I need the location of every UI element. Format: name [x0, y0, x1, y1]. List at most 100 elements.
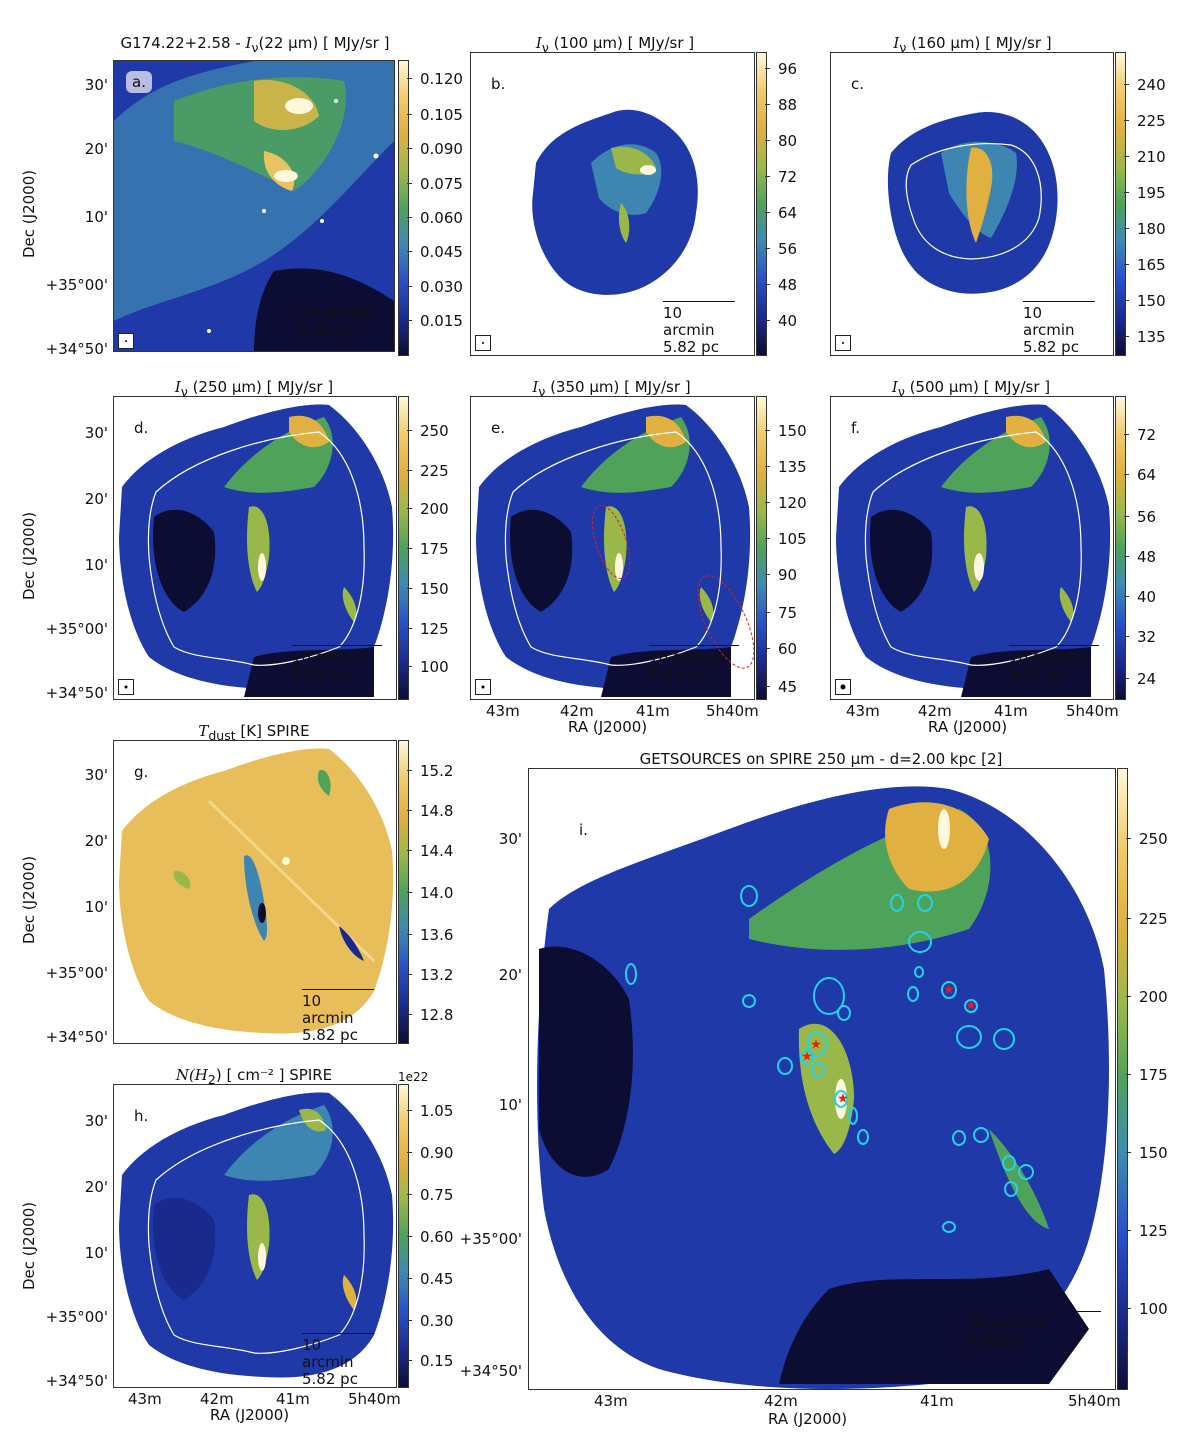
cbar-tick: 64 — [1123, 466, 1157, 484]
dec-tick: +34°50' — [45, 340, 108, 358]
scale-pc: 5.82 pc — [1023, 338, 1079, 356]
source-ellipse — [800, 1049, 814, 1065]
scale-pc: 5.82 pc — [649, 665, 705, 683]
cbar-tick: 64 — [764, 204, 798, 222]
beam-icon — [118, 679, 134, 695]
cbar-tick: 200 — [407, 500, 449, 518]
ra-tick: 42m — [560, 702, 594, 720]
cbar-tick: 0.75 — [406, 1186, 454, 1204]
cbar-tick: 0.45 — [406, 1270, 454, 1288]
source-ellipse — [837, 1005, 851, 1021]
beam-icon — [475, 679, 491, 695]
star-icon: ★ — [801, 1050, 813, 1065]
cbar-tick: 15.2 — [406, 762, 454, 780]
ra-tick: 5h40m — [348, 1390, 401, 1408]
cbar-tick: 150 — [407, 580, 449, 598]
stars-layer: ★★★★★ — [801, 983, 977, 1107]
star-icon: ★ — [810, 1038, 822, 1053]
cbar-tick: 240 — [1124, 76, 1166, 94]
panel-a-title: G174.22+2.58 - Iν(22 μm) [ MJy/sr ] — [120, 34, 390, 55]
scale-pc: 5.82 pc — [663, 338, 719, 356]
cbar-tick: 60 — [764, 640, 798, 658]
scale-pc: 5.82 pc — [967, 1331, 1023, 1349]
panel-d-image: d. 10 arcmin 5.82 pc — [113, 396, 397, 700]
cbar-tick: 0.15 — [406, 1352, 454, 1370]
cbar-tick: 13.2 — [406, 966, 454, 984]
source-ellipse — [857, 1129, 869, 1145]
panel-a-letter: a. — [126, 71, 152, 93]
colorbar-f — [1115, 396, 1126, 700]
source-ellipse — [973, 1127, 989, 1143]
dec-tick: 20' — [84, 490, 108, 508]
source-ellipses — [625, 885, 1034, 1233]
cbar-tick: 100 — [1126, 1300, 1168, 1318]
dec-axis-label: Dec (J2000) — [20, 855, 38, 944]
ra-tick: 42m — [764, 1392, 798, 1410]
scale-arcmin: 10 arcmin — [299, 304, 375, 322]
source-ellipse — [813, 977, 845, 1015]
dec-tick: 10' — [84, 898, 108, 916]
ra-tick: 43m — [846, 702, 880, 720]
cbar-tick: 72 — [764, 168, 798, 186]
dec-tick: +35°00' — [45, 1308, 108, 1326]
ra-tick: 5h40m — [1068, 1392, 1121, 1410]
source-ellipse — [890, 894, 904, 912]
panel-c-image: c. 10 arcmin 5.82 pc — [830, 52, 1114, 356]
ra-axis-label: RA (J2000) — [768, 1410, 848, 1428]
ra-tick: 5h40m — [1066, 702, 1119, 720]
panel-c-letter: c. — [851, 75, 865, 93]
scale-bar: 10 arcmin 5.82 pc — [292, 645, 382, 683]
ra-tick: 5h40m — [706, 702, 759, 720]
panel-b-title: Iν (100 μm) [ MJy/sr ] — [535, 34, 695, 55]
ra-tick: 41m — [276, 1390, 310, 1408]
map-tdust — [119, 748, 394, 1034]
star-icon: ★ — [965, 999, 977, 1014]
cbar-tick: 0.30 — [406, 1312, 454, 1330]
panel-i-letter: i. — [579, 821, 588, 839]
panel-i-image: ★ ★ ★ ★ ★ i. 10 arcmin 5.82 pc — [528, 768, 1116, 1390]
source-ellipse — [956, 1025, 982, 1049]
panel-g-title: Tdust [K] SPIRE — [198, 722, 310, 743]
cbar-tick: 250 — [407, 422, 449, 440]
cbar-tick: 0.105 — [407, 106, 463, 124]
scale-bar: 10 arcmin 5.82 pc — [649, 645, 739, 683]
colorbar-a — [398, 60, 409, 356]
panel-f-letter: f. — [851, 419, 860, 437]
panel-g-letter: g. — [134, 763, 149, 781]
cbar-tick: 45 — [764, 678, 798, 696]
dec-tick: 30' — [84, 424, 108, 442]
scale-bar: 10 arcmin 5.82 pc — [1023, 301, 1095, 356]
colorbar-c — [1115, 52, 1126, 356]
panel-e-letter: e. — [491, 419, 505, 437]
map-100um — [532, 109, 698, 295]
cbar-tick: 135 — [1124, 328, 1166, 346]
scale-arcmin: 10 arcmin — [1009, 648, 1085, 666]
cbar-tick: 135 — [765, 458, 807, 476]
dec-tick: +35°00' — [45, 620, 108, 638]
dec-tick: 10' — [498, 1096, 522, 1114]
dec-tick: 20' — [84, 1178, 108, 1196]
panel-d-letter: d. — [134, 419, 149, 437]
source-ellipse — [811, 1062, 825, 1078]
cbar-tick: 0.045 — [407, 243, 463, 261]
panel-i-title: GETSOURCES on SPIRE 250 μm - d=2.00 kpc … — [639, 750, 1003, 768]
colorbar-e — [756, 396, 767, 700]
panel-a-image: a. 10 arcmin 5.82 pc — [113, 60, 395, 352]
dec-axis-label: Dec (J2000) — [20, 511, 38, 600]
cbar-tick: 24 — [1123, 670, 1157, 688]
ra-tick: 42m — [200, 1390, 234, 1408]
cbar-tick: 175 — [407, 540, 449, 558]
ra-tick: 43m — [486, 702, 520, 720]
ra-tick: 43m — [128, 1390, 162, 1408]
scale-pc: 5.82 pc — [292, 665, 348, 683]
cbar-exponent: 1e22 — [398, 1070, 429, 1084]
dec-tick: +34°50' — [45, 1372, 108, 1390]
panel-c-title: Iν (160 μm) [ MJy/sr ] — [893, 34, 1052, 55]
dec-tick: +35°00' — [459, 1230, 522, 1248]
scale-pc: 5.82 pc — [302, 1370, 358, 1388]
source-ellipse — [917, 894, 933, 912]
cbar-tick: 75 — [764, 604, 798, 622]
panel-g-image: g. 10 arcmin 5.82 pc — [113, 740, 397, 1044]
scale-arcmin: 10 arcmin — [302, 992, 354, 1027]
scale-bar: 10 arcmin 5.82 pc — [663, 301, 735, 356]
